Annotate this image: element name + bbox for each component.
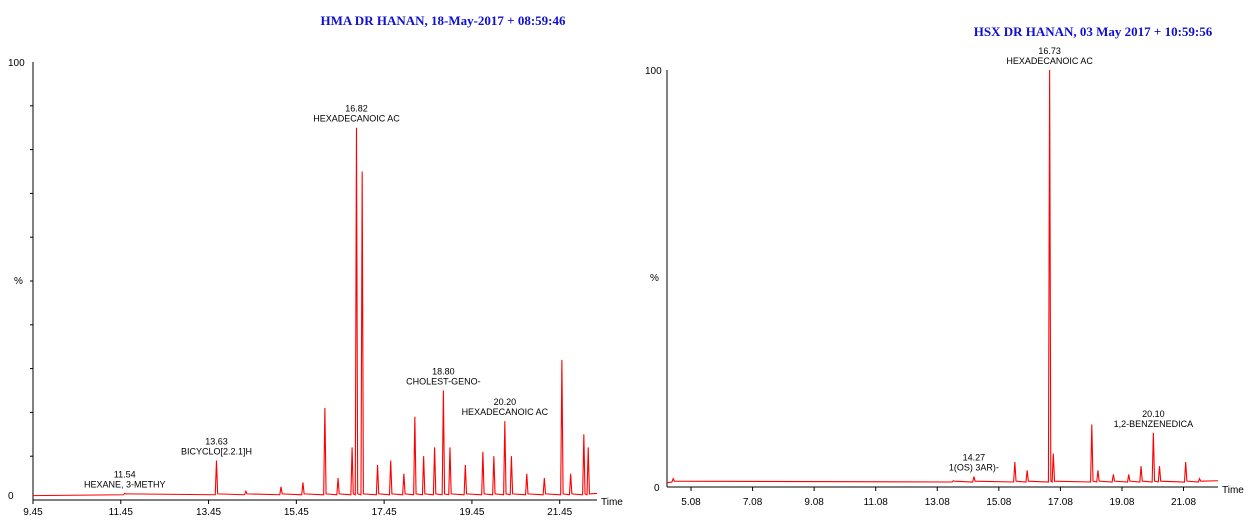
x-axis-label: Time [1222, 485, 1244, 496]
peak-time-label: 16.82 [345, 104, 368, 114]
peak-time-label: 20.20 [494, 397, 517, 407]
x-tick-label: 9.08 [804, 497, 824, 508]
y-tick-100: 100 [645, 66, 662, 77]
x-tick-label: 5.08 [681, 497, 701, 508]
x-tick-label: 19.08 [1109, 497, 1134, 508]
chromatogram-trace [32, 127, 598, 497]
x-tick-label: 21.08 [1171, 497, 1196, 508]
peak-compound-label: HEXANE, 3-METHY [84, 479, 166, 489]
y-tick-0: 0 [8, 491, 14, 502]
chart-title: HMA DR HANAN, 18-May-2017 + 08:59:46 [321, 13, 566, 28]
y-axis-label: % [650, 273, 659, 284]
peak-compound-label: HEXADECANOIC AC [1006, 56, 1093, 66]
x-tick-label: 7.08 [743, 497, 763, 508]
y-tick-100: 100 [8, 58, 25, 69]
y-tick-0: 0 [654, 483, 660, 494]
x-tick-label: 21.45 [547, 507, 572, 518]
peak-time-label: 20.10 [1142, 409, 1165, 419]
x-axis-label: Time [601, 497, 623, 508]
x-tick-label: 11.08 [864, 497, 889, 508]
x-tick-label: 13.45 [196, 507, 221, 518]
x-tick-label: 11.45 [109, 507, 134, 518]
x-tick-label: 15.08 [986, 497, 1011, 508]
peak-compound-label: 1,2-BENZENEDICA [1114, 419, 1194, 429]
peak-time-label: 16.73 [1038, 46, 1061, 56]
chromatogram-right: HSX DR HANAN, 03 May 2017 + 10:59:56 100… [645, 24, 1244, 508]
x-tick-label: 13.08 [925, 497, 950, 508]
x-tick-label: 15.45 [284, 507, 309, 518]
peak-compound-label: HEXADECANOIC AC [462, 407, 549, 417]
peak-time-label: 14.27 [963, 453, 986, 463]
peak-compound-label: HEXADECANOIC AC [313, 114, 400, 124]
x-tick-label: 19.45 [459, 507, 484, 518]
x-tick-label: 9.45 [23, 507, 43, 518]
x-tick-label: 17.45 [372, 507, 397, 518]
x-tick-label: 17.08 [1048, 497, 1073, 508]
peak-time-label: 11.54 [114, 469, 136, 479]
peak-time-label: 13.63 [205, 437, 228, 447]
peak-time-label: 18.80 [432, 367, 455, 377]
chromatogram-left: HMA DR HANAN, 18-May-2017 + 08:59:46 100… [8, 13, 623, 518]
chart-title: HSX DR HANAN, 03 May 2017 + 10:59:56 [974, 24, 1213, 39]
chromatogram-trace [666, 69, 1219, 484]
peak-compound-label: 1(OS) 3AR)- [949, 463, 999, 473]
y-axis-label: % [14, 276, 23, 287]
peak-compound-label: BICYCLO[2.2.1]H [181, 447, 252, 457]
peak-compound-label: CHOLEST-GENO- [406, 377, 481, 387]
